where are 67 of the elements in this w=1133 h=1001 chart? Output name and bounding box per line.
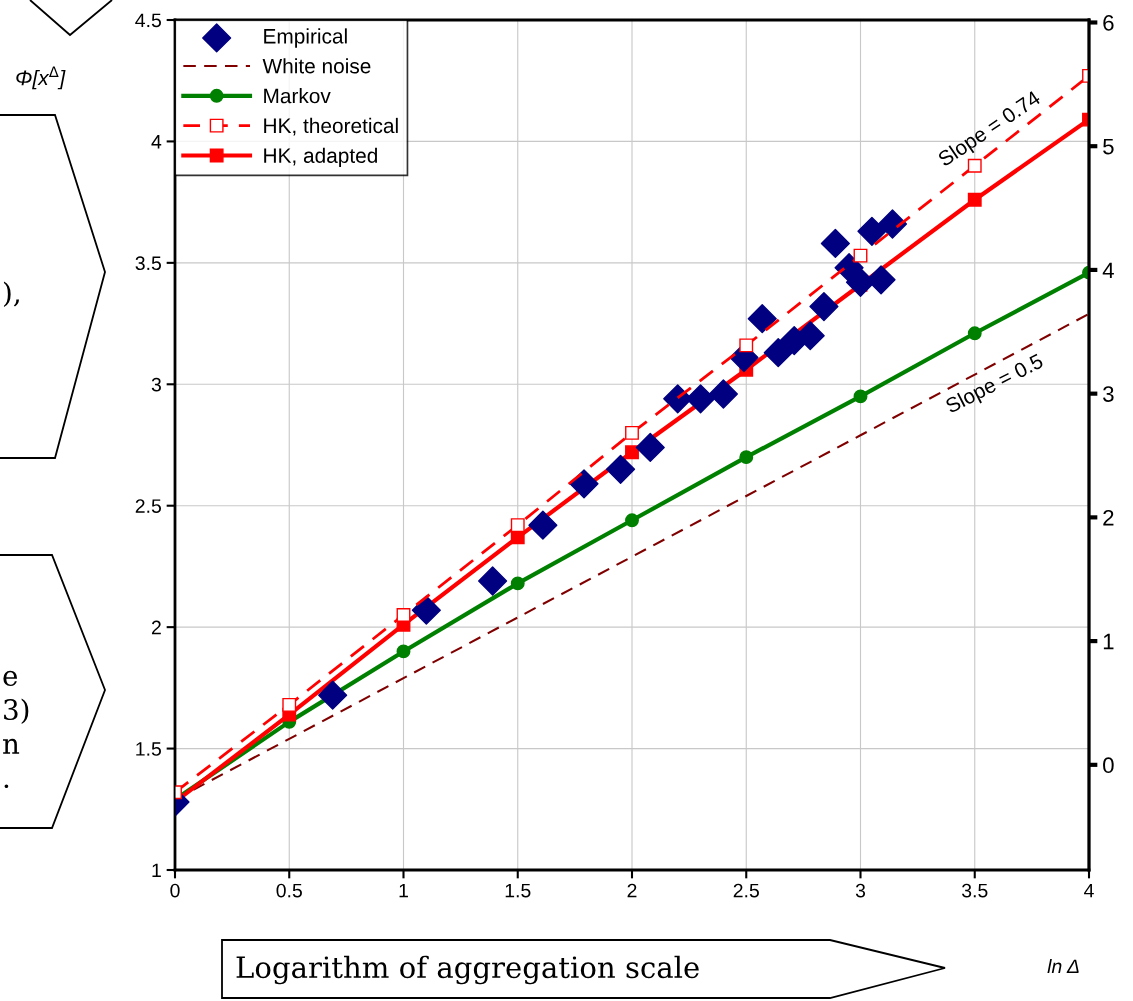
- text: .: [4, 784, 9, 789]
- y-tick-label: 3: [151, 377, 161, 392]
- legend-label: Markov: [264, 88, 331, 104]
- text: e: [3, 670, 18, 687]
- point: [396, 608, 411, 622]
- text: ),: [3, 281, 19, 307]
- point: [411, 595, 441, 625]
- y2-tick-label: 2: [1103, 509, 1114, 526]
- point: [853, 248, 868, 263]
- point: [528, 510, 558, 540]
- x-tick-label: 3.5: [961, 883, 988, 898]
- point: [510, 576, 525, 591]
- y-tick-label: 1: [152, 863, 161, 878]
- x-tick-label: 1.5: [505, 883, 531, 898]
- y-axis-title: Φ[x$^{Δ}$]: [16, 66, 66, 90]
- legend-label: White noise: [262, 58, 371, 74]
- point: [857, 216, 887, 246]
- y-tick-label: 4.5: [135, 13, 161, 28]
- text: Logarithm of aggregation scale: [236, 955, 699, 985]
- point: [510, 518, 525, 533]
- point: [625, 445, 639, 460]
- annotation: Slope = 0.5: [944, 352, 1046, 418]
- y2-tick-label: 5: [1103, 138, 1114, 155]
- y2-tick-label: 6: [1103, 15, 1114, 31]
- text: 3): [4, 698, 29, 724]
- point: [967, 326, 982, 341]
- y2-tick-label: 0: [1103, 757, 1114, 774]
- point: [282, 697, 297, 712]
- x-tick-label: 2: [627, 883, 637, 898]
- point: [625, 513, 639, 528]
- point: [739, 450, 754, 465]
- y-tick-label: 1.5: [136, 742, 161, 756]
- point: [635, 432, 665, 463]
- y2-tick-label: 3: [1103, 386, 1114, 402]
- legend-label: HK, adapted: [264, 147, 377, 168]
- x-tick-label: 1: [399, 883, 408, 898]
- point: [747, 304, 777, 334]
- point: [967, 192, 982, 207]
- point: [809, 291, 839, 322]
- x-axis-title: ln Δ: [1047, 958, 1079, 974]
- x-tick-label: 2.5: [733, 883, 759, 898]
- legend-label: Empirical: [264, 28, 347, 48]
- point: [877, 209, 908, 239]
- y-tick-label: 2.5: [135, 499, 161, 513]
- point: [625, 425, 639, 440]
- point: [569, 469, 599, 499]
- x-tick-label: 3: [855, 883, 866, 898]
- y2-tick-label: 4: [1102, 262, 1114, 278]
- point: [763, 338, 793, 368]
- x-tick-label: 0: [170, 883, 180, 898]
- point: [739, 338, 754, 353]
- x-tick-label: 4: [1084, 883, 1094, 898]
- point: [318, 680, 348, 710]
- point: [866, 265, 896, 295]
- legend-label: HK, theoretical: [264, 117, 398, 136]
- point: [478, 566, 508, 596]
- y-tick-label: 4: [151, 135, 162, 149]
- x-tick-label: 0.5: [276, 883, 302, 898]
- point: [708, 379, 738, 409]
- y2-tick-label: 1: [1103, 633, 1114, 650]
- text: n: [3, 738, 20, 754]
- y-tick-label: 2: [151, 620, 161, 635]
- point: [820, 228, 850, 259]
- y-tick-label: 3.5: [135, 256, 161, 271]
- point: [396, 644, 411, 659]
- point: [853, 389, 868, 404]
- point: [605, 454, 636, 484]
